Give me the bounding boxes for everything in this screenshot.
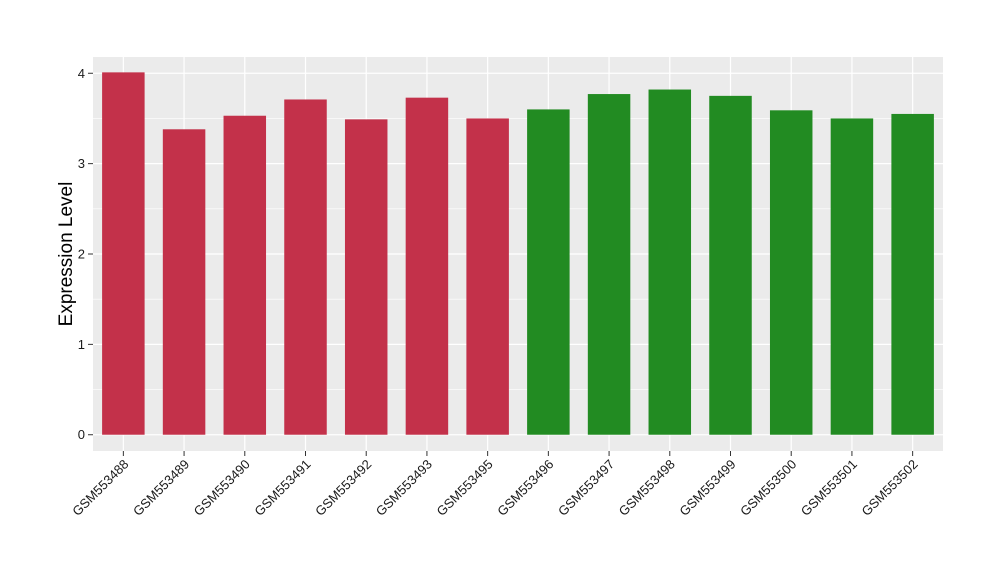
y-tick-label: 0 [78,427,85,442]
x-tick-label: GSM553496 [494,457,556,519]
y-tick-label: 4 [78,66,85,81]
bar-GSM553492 [344,119,388,435]
y-tick-label: 3 [78,156,85,171]
x-tick-label: GSM553500 [737,457,799,519]
x-tick-label: GSM553489 [130,457,192,519]
bar-GSM553490 [223,115,267,435]
bar-GSM553501 [830,118,874,435]
x-tick-label: GSM553501 [798,457,860,519]
bar-GSM553495 [466,118,509,435]
x-tick-label: GSM553490 [191,457,253,519]
bar-GSM553493 [405,97,449,435]
bar-GSM553497 [587,94,631,435]
x-tick-label: GSM553497 [555,457,617,519]
bar-GSM553488 [102,72,145,435]
bar-GSM553502 [891,113,934,435]
y-axis: 0 1 2 3 4 [78,66,93,442]
x-tick-label: GSM553495 [434,457,496,519]
y-axis-title: Expression Level [56,182,77,327]
bar-GSM553496 [527,109,570,435]
y-tick-label: 2 [78,247,85,262]
bar-GSM553498 [648,89,692,435]
x-tick-label: GSM553493 [373,457,435,519]
y-tick-label: 1 [78,337,85,352]
bar-GSM553500 [769,110,813,435]
x-tick-label: GSM553502 [859,457,921,519]
x-tick-label: GSM553491 [251,457,313,519]
bar-GSM553491 [284,99,327,435]
x-axis: GSM553488GSM553489GSM553490GSM553491GSM5… [69,451,921,519]
x-tick-label: GSM553498 [616,457,678,519]
x-tick-label: GSM553488 [69,457,131,519]
x-tick-label: GSM553499 [676,457,738,519]
x-tick-label: GSM553492 [312,457,374,519]
bars [102,72,934,435]
bar-GSM553489 [162,129,206,435]
bar-GSM553499 [709,95,752,435]
